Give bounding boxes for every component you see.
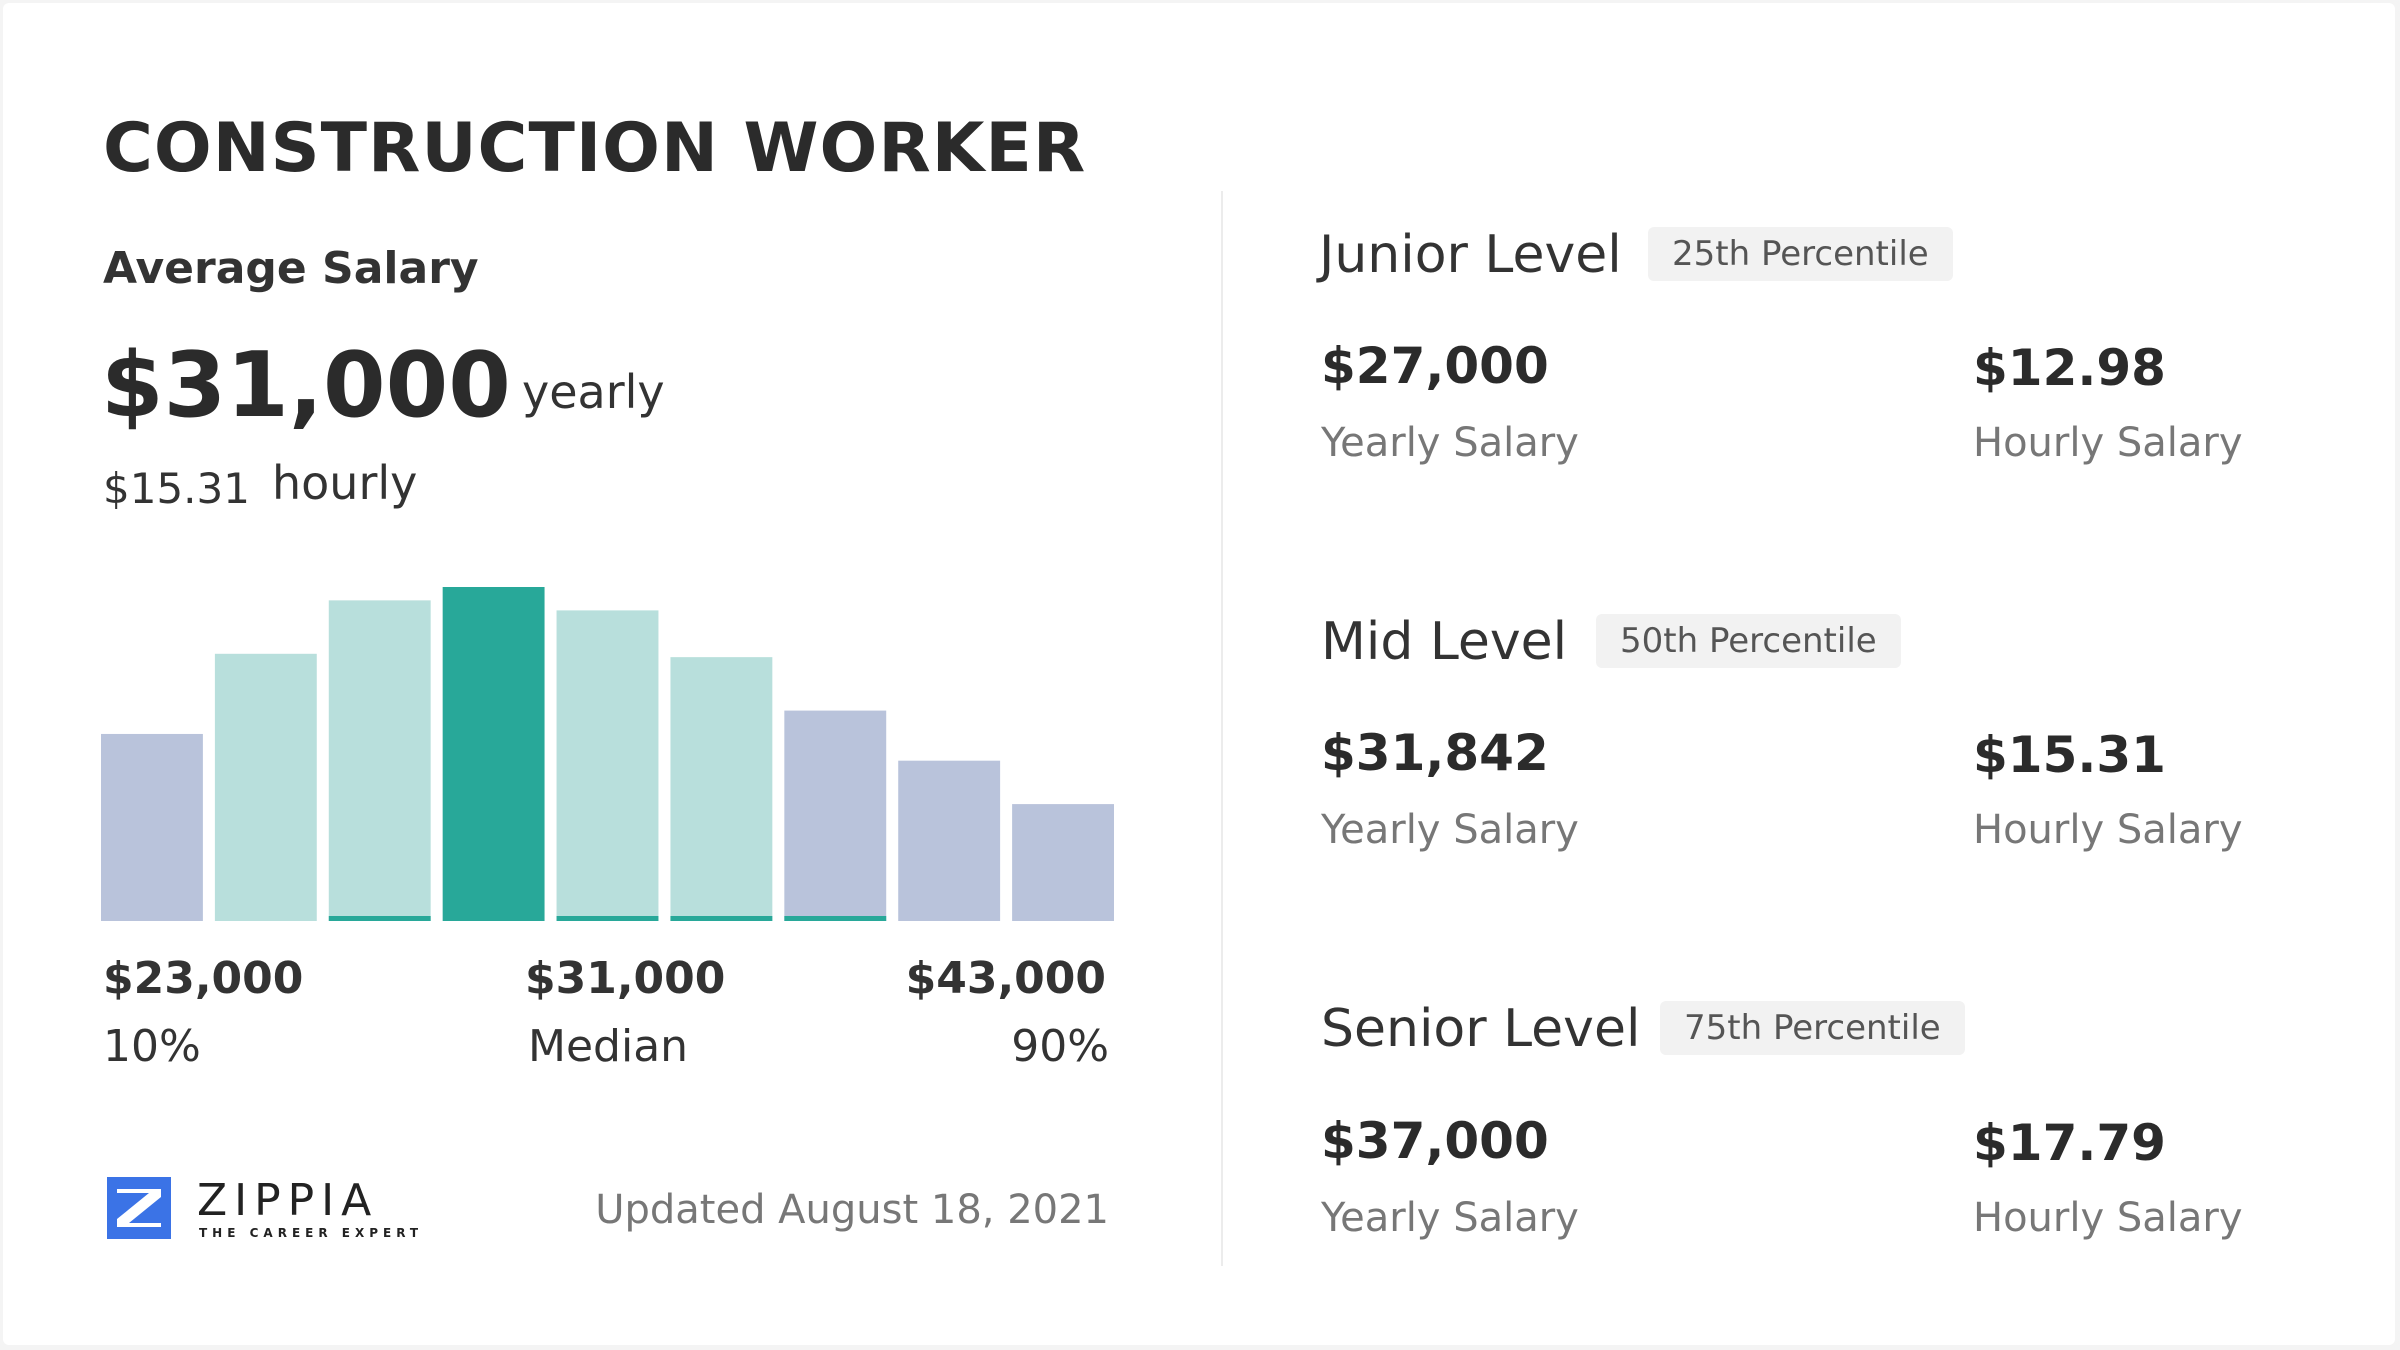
junior-percentile-badge: 25th Percentile [1648, 227, 1953, 281]
salary-distribution-chart [101, 587, 1114, 921]
average-salary-label: Average Salary [103, 243, 479, 294]
mid-yearly-value: $31,842 [1321, 724, 1549, 782]
senior-yearly-label: Yearly Salary [1321, 1195, 1579, 1241]
salary-card: CONSTRUCTION WORKER Average Salary $31,0… [3, 3, 2395, 1345]
senior-yearly-value: $37,000 [1321, 1112, 1549, 1170]
mid-hourly-label: Hourly Salary [1973, 807, 2243, 853]
logo-wordmark: ZIPPIA [197, 1175, 379, 1226]
senior-hourly-value: $17.79 [1973, 1114, 2166, 1172]
junior-hourly-value: $12.98 [1973, 339, 2166, 397]
mid-percentile-badge: 50th Percentile [1596, 614, 1901, 668]
mid-yearly-label: Yearly Salary [1321, 807, 1579, 853]
average-yearly-value: $31,000 [101, 333, 511, 438]
bar-accent-7 [784, 916, 887, 921]
bar-accent-6 [670, 916, 773, 921]
junior-level-title: Junior Level [1319, 225, 1622, 285]
zippia-logo[interactable]: ZIPPIA THE CAREER EXPERT [105, 1175, 418, 1244]
senior-percentile-badge: 75th Percentile [1660, 1001, 1965, 1055]
junior-yearly-label: Yearly Salary [1321, 420, 1579, 466]
median-caption: Median [528, 1021, 689, 1072]
p10-caption: 10% [103, 1021, 201, 1072]
bar-6 [670, 657, 773, 921]
zippia-z-icon [107, 1177, 171, 1239]
bar-2 [214, 653, 317, 921]
bar-accent-5 [556, 916, 659, 921]
junior-yearly-value: $27,000 [1321, 337, 1549, 395]
mid-level-title: Mid Level [1321, 612, 1568, 672]
bar-accent-3 [328, 916, 431, 921]
bar-7 [784, 710, 887, 921]
bar-3 [328, 600, 431, 921]
hourly-unit: hourly [272, 456, 418, 510]
mid-hourly-value: $15.31 [1973, 726, 2166, 784]
p10-value: $23,000 [103, 953, 304, 1004]
bar-5 [556, 610, 659, 921]
bar-1 [101, 733, 203, 921]
bar-9 [1012, 804, 1114, 921]
p90-value: $43,000 [905, 953, 1106, 1004]
median-value: $31,000 [525, 953, 726, 1004]
senior-level-title: Senior Level [1321, 999, 1641, 1059]
senior-hourly-label: Hourly Salary [1973, 1195, 2243, 1241]
yearly-unit: yearly [522, 365, 665, 419]
p90-caption: 90% [1011, 1021, 1109, 1072]
page-title: CONSTRUCTION WORKER [103, 109, 1087, 188]
bar-4 [442, 587, 545, 921]
divider [1221, 191, 1223, 1266]
bar-8 [898, 760, 1001, 921]
updated-date: Updated August 18, 2021 [595, 1187, 1109, 1233]
junior-hourly-label: Hourly Salary [1973, 420, 2243, 466]
logo-tagline: THE CAREER EXPERT [199, 1226, 424, 1240]
average-hourly-value: $15.31 [103, 464, 250, 513]
